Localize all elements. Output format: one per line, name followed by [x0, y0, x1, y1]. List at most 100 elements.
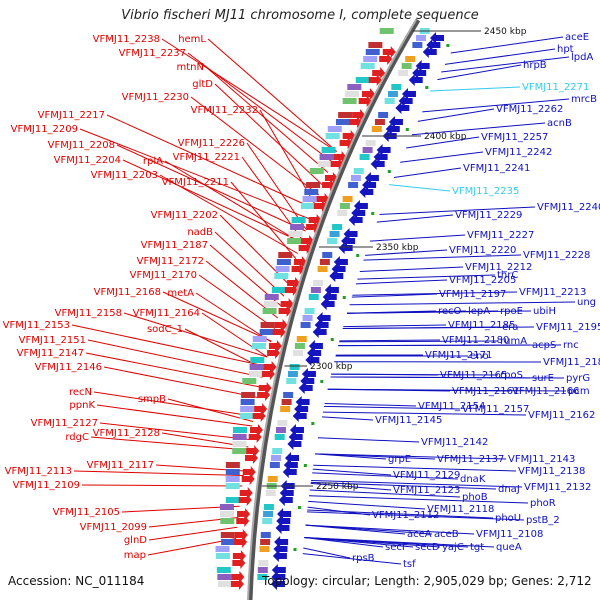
right-gene-label[interactable]: queA — [496, 542, 522, 553]
left-gene-label[interactable]: recN — [69, 387, 92, 398]
right-gene-label[interactable]: pstB_2 — [526, 515, 560, 526]
right-gene-label[interactable]: VFMJ11_2220 — [449, 245, 516, 256]
right-gene-label[interactable]: VFMJ11_2197 — [439, 289, 506, 300]
left-gene-label[interactable]: smpB — [138, 394, 166, 405]
right-gene-label[interactable]: VFMJ11_2183 — [543, 357, 600, 368]
left-gene-label[interactable]: VFMJ11_2168 — [94, 287, 161, 298]
left-gene-label[interactable]: rpiA — [143, 156, 163, 167]
right-gene-label[interactable]: VFMJ11_2138 — [518, 466, 585, 477]
left-gene-label[interactable]: VFMJ11_2204 — [54, 155, 121, 166]
right-gene-label[interactable]: VFMJ11_2213 — [519, 287, 586, 298]
right-gene-label[interactable]: eno — [470, 351, 489, 362]
right-gene-label[interactable]: VFMJ11_2228 — [523, 250, 590, 261]
left-gene-label[interactable]: mtnN — [177, 62, 204, 73]
right-gene-label[interactable]: secF — [385, 542, 408, 553]
left-gene-label[interactable]: gltD — [192, 79, 213, 90]
right-gene-label[interactable]: acnB — [547, 118, 572, 129]
left-gene-label[interactable]: VFMJ11_2151 — [19, 335, 86, 346]
right-gene-label[interactable]: rnc — [563, 340, 579, 351]
left-gene-label[interactable]: VFMJ11_2187 — [141, 240, 208, 251]
left-gene-label[interactable]: VFMJ11_2117 — [87, 460, 154, 471]
right-gene-label[interactable]: VFMJ11_2262 — [496, 104, 563, 115]
left-gene-label[interactable]: VFMJ11_2211 — [162, 177, 229, 188]
right-gene-label[interactable]: rpsB — [352, 553, 375, 564]
left-gene-label[interactable]: VFMJ11_2147 — [17, 348, 84, 359]
right-gene-label[interactable]: rpoE — [500, 306, 523, 317]
right-gene-label[interactable]: hrpB — [523, 60, 547, 71]
left-gene-label[interactable]: hemL — [178, 34, 206, 45]
right-gene-label[interactable]: VFMJ11_2132 — [524, 482, 591, 493]
right-gene-label[interactable]: ubiH — [533, 306, 556, 317]
left-gene-label[interactable]: VFMJ11_2208 — [48, 140, 115, 151]
right-gene-label[interactable]: yajC — [442, 542, 464, 553]
right-gene-label[interactable]: acpS — [532, 340, 556, 351]
right-gene-label[interactable]: grpE — [388, 454, 411, 465]
right-gene-label[interactable]: rpoS — [500, 370, 523, 381]
right-gene-label[interactable]: phoB — [462, 492, 488, 503]
right-gene-label[interactable]: secD — [415, 542, 440, 553]
right-gene-label[interactable]: VFMJ11_2205 — [449, 275, 516, 286]
right-gene-label[interactable]: VFMJ11_2123 — [393, 485, 460, 496]
right-gene-label[interactable]: VFMJ11_2165 — [440, 370, 507, 381]
right-gene-label[interactable]: VFMJ11_2154 — [418, 401, 485, 412]
left-gene-label[interactable]: VFMJ11_2158 — [55, 308, 122, 319]
left-gene-label[interactable]: VFMJ11_2164 — [133, 308, 200, 319]
right-gene-label[interactable]: VFMJ11_2195 — [536, 322, 600, 333]
left-gene-label[interactable]: VFMJ11_2217 — [38, 110, 105, 121]
right-gene-label[interactable]: surE — [532, 373, 554, 384]
left-gene-label[interactable]: VFMJ11_2172 — [137, 256, 204, 267]
left-gene-label[interactable]: VFMJ11_2099 — [80, 522, 147, 533]
right-gene-label[interactable]: era — [502, 322, 518, 333]
right-gene-label[interactable]: rumA — [500, 336, 527, 347]
right-gene-label[interactable]: VFMJ11_2157 — [462, 404, 529, 415]
left-gene-label[interactable]: VFMJ11_2127 — [31, 418, 98, 429]
left-gene-label[interactable]: rdgC — [65, 432, 89, 443]
left-gene-label[interactable]: VFMJ11_2153 — [3, 320, 70, 331]
left-gene-label[interactable]: nadB — [187, 227, 213, 238]
left-gene-label[interactable]: glnD — [124, 535, 147, 546]
right-gene-label[interactable]: aceA — [407, 529, 432, 540]
left-gene-label[interactable]: map — [124, 550, 146, 561]
right-gene-label[interactable]: VFMJ11_2108 — [476, 529, 543, 540]
right-gene-label[interactable]: VFMJ11_2229 — [455, 210, 522, 221]
left-gene-label[interactable]: metA — [167, 288, 194, 299]
left-gene-label[interactable]: VFMJ11_2226 — [178, 138, 245, 149]
right-gene-label[interactable]: VFMJ11_2145 — [375, 415, 442, 426]
right-gene-label[interactable]: VFMJ11_2137 — [437, 454, 504, 465]
right-gene-label[interactable]: VFMJ11_2171 — [425, 350, 492, 361]
right-gene-label[interactable]: lepA — [468, 306, 490, 317]
right-gene-label[interactable]: lpdA — [571, 52, 593, 63]
left-gene-label[interactable]: VFMJ11_2203 — [91, 170, 158, 181]
left-gene-label[interactable]: VFMJ11_2113 — [5, 466, 72, 477]
right-gene-label[interactable]: VFMJ11_2129 — [393, 470, 460, 481]
pseudo-gene-label[interactable]: VFMJ11_2235 — [452, 186, 519, 197]
right-gene-label[interactable]: tsf — [403, 559, 416, 570]
right-gene-label[interactable]: VFMJ11_2143 — [508, 454, 575, 465]
right-gene-label[interactable]: ung — [577, 297, 596, 308]
left-gene-label[interactable]: VFMJ11_2109 — [13, 480, 80, 491]
right-gene-label[interactable]: pyrG — [566, 373, 590, 384]
left-gene-label[interactable]: VFMJ11_2238 — [93, 34, 160, 45]
right-gene-label[interactable]: phoU — [495, 513, 521, 524]
right-gene-label[interactable]: VFMJ11_2161 — [452, 386, 519, 397]
right-gene-label[interactable]: tgt — [470, 542, 484, 553]
right-gene-label[interactable]: VFMJ11_2240 — [537, 202, 600, 213]
right-gene-label[interactable]: VFMJ11_2242 — [485, 147, 552, 158]
right-gene-label[interactable]: mrcB — [571, 94, 597, 105]
left-gene-label[interactable]: VFMJ11_2230 — [122, 92, 189, 103]
right-gene-label[interactable]: aceB — [434, 529, 459, 540]
left-gene-label[interactable]: ppnK — [69, 400, 95, 411]
right-gene-label[interactable]: dnaK — [460, 474, 486, 485]
right-gene-label[interactable]: VFMJ11_2162 — [528, 410, 595, 421]
left-gene-label[interactable]: VFMJ11_2232 — [191, 105, 258, 116]
right-gene-label[interactable]: dnaJ — [498, 484, 520, 495]
right-gene-label[interactable]: VFMJ11_2212 — [465, 262, 532, 273]
right-gene-label[interactable]: recO — [438, 306, 462, 317]
pseudo-gene-label[interactable]: VFMJ11_2271 — [522, 82, 589, 93]
left-gene-label[interactable]: VFMJ11_2209 — [11, 124, 78, 135]
right-gene-label[interactable]: VFMJ11_2112 — [372, 510, 439, 521]
right-gene-label[interactable]: VFMJ11_2227 — [467, 230, 534, 241]
right-gene-label[interactable]: pcm — [568, 386, 590, 397]
right-gene-label[interactable]: hpt — [557, 44, 574, 55]
right-gene-label[interactable]: VFMJ11_2257 — [481, 132, 548, 143]
